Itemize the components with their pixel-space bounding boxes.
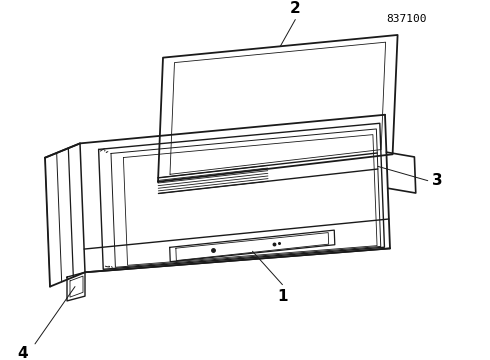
Text: 837100: 837100 <box>387 14 427 24</box>
Text: 2: 2 <box>290 1 301 15</box>
Text: 4: 4 <box>18 346 28 360</box>
Text: 1: 1 <box>277 289 288 303</box>
Text: 3: 3 <box>433 173 443 188</box>
